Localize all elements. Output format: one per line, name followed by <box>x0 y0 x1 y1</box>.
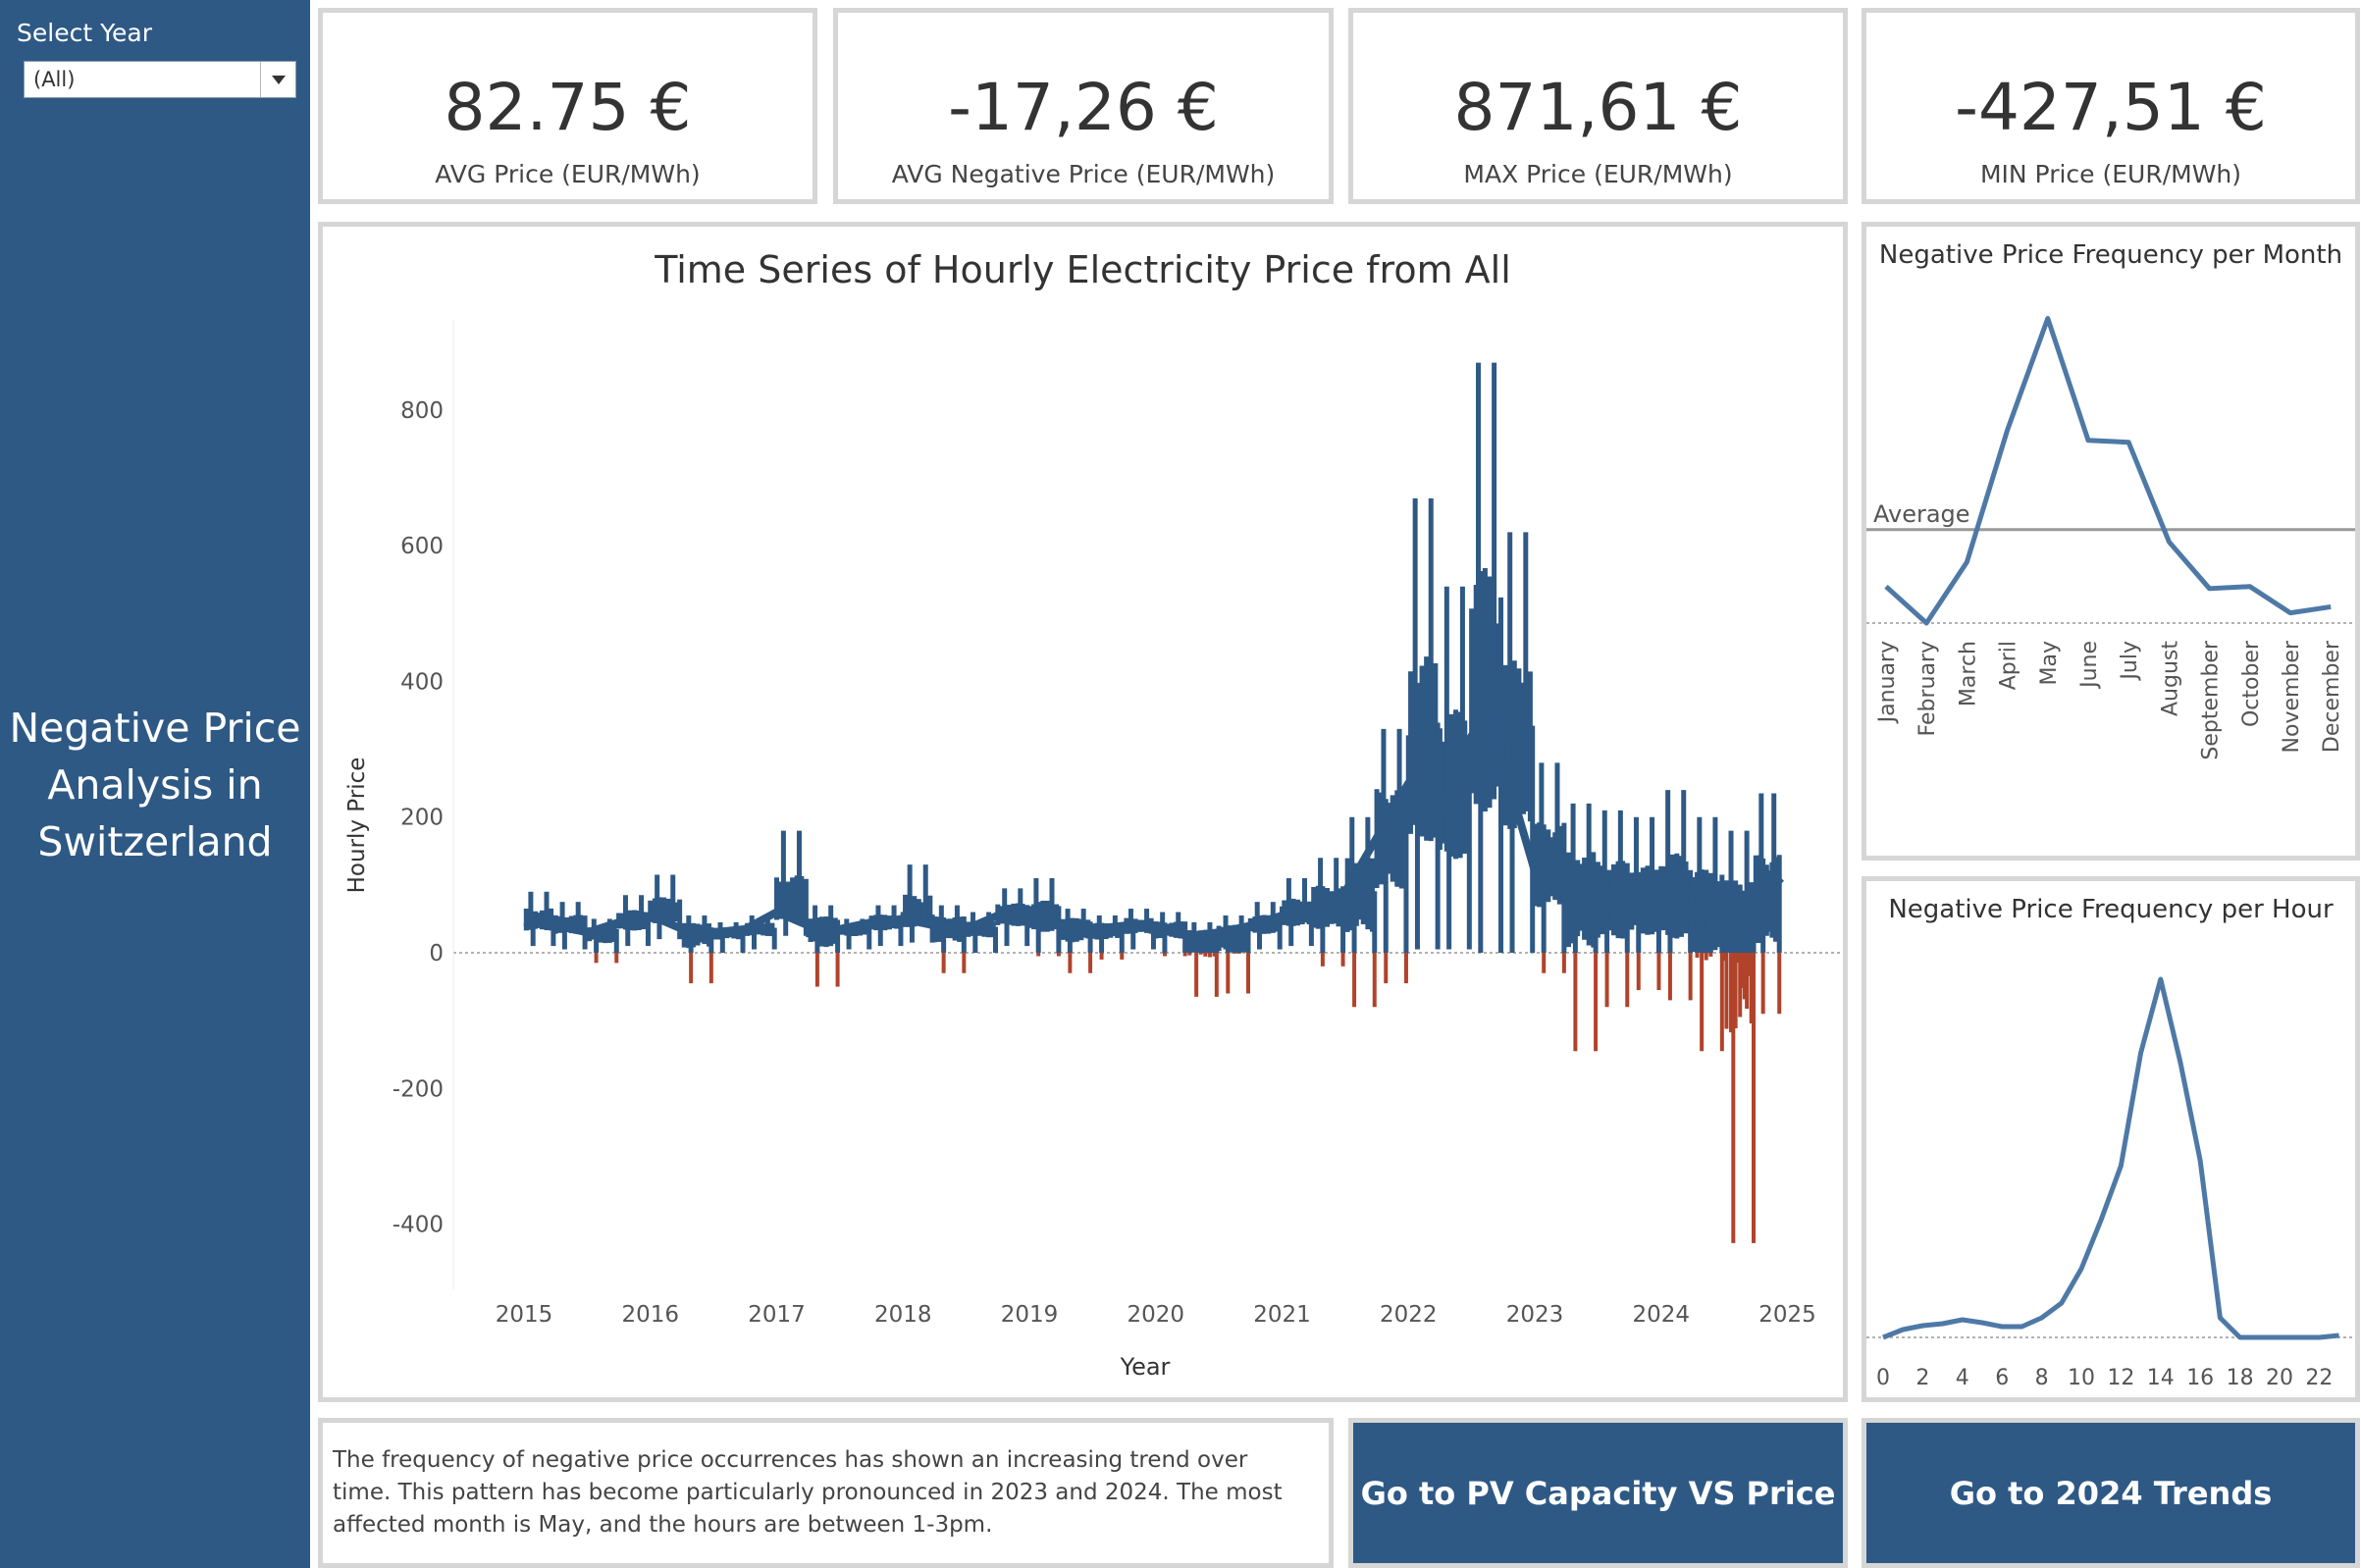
hour-tick-label: 0 <box>1876 1366 1890 1390</box>
x-tick-label: 2022 <box>1380 1302 1438 1328</box>
dashboard-title-line: Negative Price <box>9 705 301 752</box>
kpi-avg-price: 82.75 € AVG Price (EUR/MWh) <box>318 8 817 204</box>
insight-text: The frequency of negative price occurren… <box>333 1447 1283 1538</box>
hour-tick-label: 4 <box>1956 1366 1969 1390</box>
month-tick-label: February <box>1915 641 1940 737</box>
month-tick-label: July <box>2118 641 2142 682</box>
x-tick-label: 2017 <box>748 1302 806 1328</box>
year-select[interactable]: (All) <box>24 61 296 98</box>
x-tick-label: 2024 <box>1632 1302 1690 1328</box>
month-tick-label: August <box>2158 641 2182 716</box>
month-tick-label: March <box>1956 641 1980 706</box>
x-tick-label: 2021 <box>1253 1302 1311 1328</box>
hour-tick-label: 12 <box>2107 1366 2134 1390</box>
kpi-label: MIN Price (EUR/MWh) <box>1979 160 2242 188</box>
hour-frequency-chart[interactable]: 0 2 4 6 8 10 12 14 16 18 20 22 <box>1866 881 2355 1397</box>
month-tick-label: December <box>2320 640 2344 753</box>
y-tick-label: 800 <box>400 398 444 424</box>
hour-tick-label: 6 <box>1995 1366 2009 1390</box>
dashboard-title: Negative Price Analysis in Switzerland <box>0 700 310 870</box>
month-tick-label: June <box>2077 641 2102 690</box>
x-tick-label: 2023 <box>1506 1302 1564 1328</box>
chart-title: Time Series of Hourly Electricity Price … <box>655 248 1511 291</box>
kpi-max-price: 871,61 € MAX Price (EUR/MWh) <box>1348 8 1848 204</box>
month-tick-label: January <box>1875 641 1900 724</box>
month-tick-label: September <box>2199 640 2224 760</box>
kpi-value: -17,26 € <box>948 70 1219 145</box>
y-tick-label: -200 <box>393 1076 444 1102</box>
x-tick-label: 2019 <box>1001 1302 1059 1328</box>
kpi-label: AVG Price (EUR/MWh) <box>435 160 701 188</box>
month-series-line <box>1884 316 2332 626</box>
x-axis-label: Year <box>1120 1353 1171 1381</box>
month-tick-label: May <box>2037 641 2062 685</box>
month-frequency-chart[interactable]: Average January February March April May June… <box>1866 227 2355 856</box>
kpi-label: AVG Negative Price (EUR/MWh) <box>891 160 1276 188</box>
hour-tick-label: 10 <box>2068 1366 2095 1390</box>
pv-capacity-button[interactable]: Go to PV Capacity VS Price <box>1348 1418 1848 1568</box>
y-tick-label: 200 <box>400 806 444 831</box>
time-series-chart[interactable]: 2015 2016 2017 2018 2019 2020 2021 2022 2023 2024… <box>323 227 1843 1397</box>
x-tick-label: 2018 <box>874 1302 932 1328</box>
month-tick-label: November <box>2280 640 2304 753</box>
month-frequency-panel: Negative Price Frequency per Month Avera… <box>1862 222 2360 861</box>
kpi-value: 82.75 € <box>444 70 692 145</box>
trends-2024-button[interactable]: Go to 2024 Trends <box>1862 1418 2360 1568</box>
hour-tick-label: 22 <box>2305 1366 2333 1390</box>
kpi-value: -427,51 € <box>1955 70 2267 145</box>
chevron-down-icon[interactable] <box>260 62 295 97</box>
y-tick-label: 600 <box>400 534 444 559</box>
kpi-min-price: -427,51 € MIN Price (EUR/MWh) <box>1862 8 2360 204</box>
hour-tick-label: 16 <box>2186 1366 2214 1390</box>
x-tick-label: 2025 <box>1758 1302 1816 1328</box>
y-tick-label: 0 <box>429 941 444 967</box>
kpi-value: 871,61 € <box>1453 70 1743 145</box>
hour-tick-label: 14 <box>2147 1366 2175 1390</box>
dashboard-title-line: Analysis in <box>47 761 263 809</box>
sidebar: Select Year (All) Negative Price Analysi… <box>0 0 310 1568</box>
month-tick-label: April <box>1997 641 2021 690</box>
average-label: Average <box>1873 500 1970 528</box>
select-year-label: Select Year <box>17 19 153 47</box>
year-select-value: (All) <box>33 68 76 91</box>
y-tick-label: 400 <box>400 669 444 695</box>
chart-title: Negative Price Frequency per Hour <box>1888 895 2334 924</box>
hour-series-line <box>1882 976 2339 1340</box>
hour-tick-label: 20 <box>2266 1366 2293 1390</box>
month-tick-label: October <box>2239 640 2264 727</box>
kpi-avg-negative-price: -17,26 € AVG Negative Price (EUR/MWh) <box>833 8 1334 204</box>
time-series-panel: Time Series of Hourly Electricity Price … <box>318 222 1848 1402</box>
y-tick-label: -400 <box>393 1213 444 1238</box>
kpi-label: MAX Price (EUR/MWh) <box>1463 160 1733 188</box>
x-tick-label: 2016 <box>621 1302 679 1328</box>
hour-tick-label: 2 <box>1915 1366 1929 1390</box>
price-series-line <box>523 731 1784 940</box>
x-tick-label: 2015 <box>496 1302 553 1328</box>
x-tick-label: 2020 <box>1127 1302 1184 1328</box>
y-axis-label: Hourly Price <box>344 758 370 894</box>
hour-tick-label: 8 <box>2035 1366 2049 1390</box>
dashboard-title-line: Switzerland <box>37 818 273 865</box>
insight-note: The frequency of negative price occurren… <box>318 1418 1334 1568</box>
chart-title: Negative Price Frequency per Month <box>1878 240 2343 270</box>
hour-tick-label: 18 <box>2227 1366 2254 1390</box>
